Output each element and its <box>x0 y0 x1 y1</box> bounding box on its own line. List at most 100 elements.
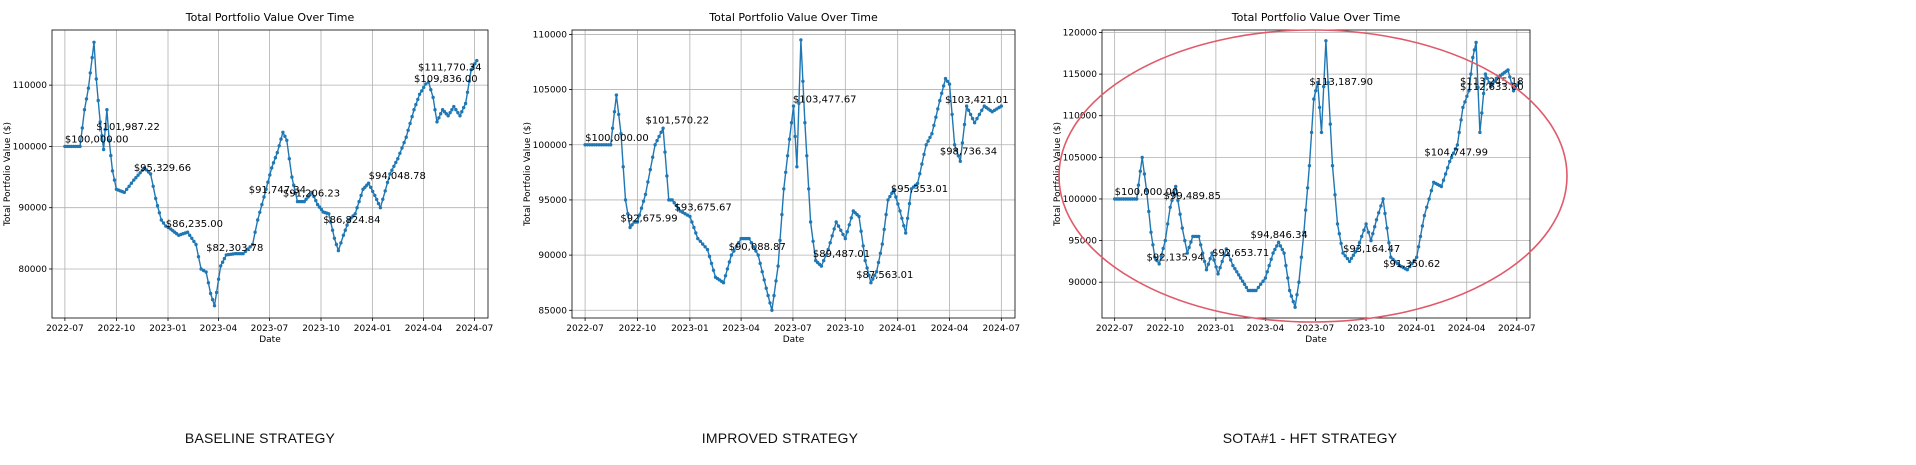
data-point <box>214 290 219 295</box>
data-point <box>1451 151 1456 155</box>
data-point <box>416 97 420 102</box>
data-point <box>164 224 168 228</box>
data-point <box>92 40 96 44</box>
data-point <box>310 190 314 195</box>
y-tick-label: 90000 <box>18 204 47 214</box>
data-point <box>841 232 845 237</box>
series-line <box>585 39 1002 311</box>
data-point <box>1220 259 1224 264</box>
data-point <box>811 239 815 243</box>
data-point <box>1235 270 1239 274</box>
data-point <box>452 104 456 109</box>
y-tick-label: 120000 <box>1063 28 1098 38</box>
data-point <box>661 126 665 130</box>
data-point <box>595 143 599 147</box>
data-point <box>859 229 863 233</box>
data-point <box>758 261 762 266</box>
data-point <box>140 168 144 172</box>
data-point <box>304 197 308 201</box>
data-point <box>1508 75 1512 79</box>
data-point <box>1416 245 1421 249</box>
data-point <box>822 258 826 263</box>
data-point <box>431 95 435 100</box>
x-tick-label: 2023-07 <box>251 324 289 334</box>
data-point <box>690 220 694 224</box>
chart-baseline: 80000 90000 100000 110000 2022-07 2022-10 2023… <box>3 11 493 345</box>
data-point <box>861 244 865 248</box>
data-point <box>1197 234 1201 239</box>
data-point <box>381 197 385 201</box>
value-annotation: $87,563.01 <box>856 270 913 281</box>
data-point <box>437 116 441 120</box>
data-point <box>701 242 705 246</box>
data-point <box>830 234 834 238</box>
data-point <box>1387 241 1391 245</box>
data-point <box>882 227 886 232</box>
data-point <box>1138 169 1142 173</box>
data-point <box>1472 48 1477 52</box>
data-point <box>385 180 390 185</box>
data-point <box>1341 251 1345 255</box>
data-point <box>394 160 398 165</box>
data-point <box>96 98 100 103</box>
data-point <box>1280 247 1284 252</box>
data-point <box>643 192 648 197</box>
data-point <box>1463 100 1467 104</box>
data-point <box>463 101 468 106</box>
data-point <box>1199 243 1203 247</box>
data-point <box>975 116 979 121</box>
data-point <box>878 251 883 255</box>
x-tick-label: 2022-10 <box>619 324 657 334</box>
data-point <box>824 253 828 257</box>
data-point <box>343 228 347 232</box>
data-point <box>270 166 274 170</box>
data-point <box>621 165 625 169</box>
data-point <box>819 264 824 268</box>
data-point <box>112 178 117 182</box>
data-point <box>129 181 134 185</box>
data-point <box>1476 85 1480 90</box>
data-point <box>1478 130 1482 135</box>
data-point <box>1240 279 1245 283</box>
data-point <box>469 68 473 72</box>
data-point <box>653 143 657 147</box>
data-point <box>462 105 466 110</box>
chart-title: Total Portfolio Value Over Time <box>708 11 878 24</box>
data-point <box>194 242 198 247</box>
data-point <box>1467 89 1471 93</box>
data-point <box>791 104 796 108</box>
data-point <box>1278 244 1283 248</box>
data-point <box>1168 205 1172 209</box>
data-point <box>1299 255 1304 259</box>
data-point <box>243 249 248 254</box>
data-point <box>1405 268 1409 272</box>
value-annotation: $86,824.84 <box>323 215 380 226</box>
data-point <box>414 102 418 107</box>
data-point <box>1317 105 1322 110</box>
data-point <box>1480 111 1484 115</box>
data-point <box>266 180 270 184</box>
data-point <box>696 236 700 241</box>
data-point <box>212 304 217 308</box>
value-annotation: $101,570.22 <box>645 115 709 126</box>
data-point <box>1269 257 1273 261</box>
data-point <box>471 65 475 69</box>
data-point <box>329 220 333 224</box>
value-annotation: $89,487.01 <box>813 249 870 260</box>
data-point <box>1202 259 1207 264</box>
data-point <box>433 108 437 112</box>
data-point <box>1293 305 1297 309</box>
data-point <box>795 165 799 169</box>
data-point <box>1491 82 1495 86</box>
value-annotation: $95,353.01 <box>891 184 948 195</box>
x-tick-label: 2024-01 <box>354 324 392 334</box>
data-point <box>688 214 692 219</box>
data-point <box>1492 79 1497 83</box>
data-point <box>258 210 262 214</box>
data-point <box>1429 188 1434 193</box>
data-point <box>1224 247 1228 251</box>
data-point <box>154 196 158 201</box>
value-annotation: $86,235.00 <box>166 219 223 230</box>
x-tick-label: 2022-07 <box>1096 324 1134 334</box>
data-point <box>273 156 278 160</box>
